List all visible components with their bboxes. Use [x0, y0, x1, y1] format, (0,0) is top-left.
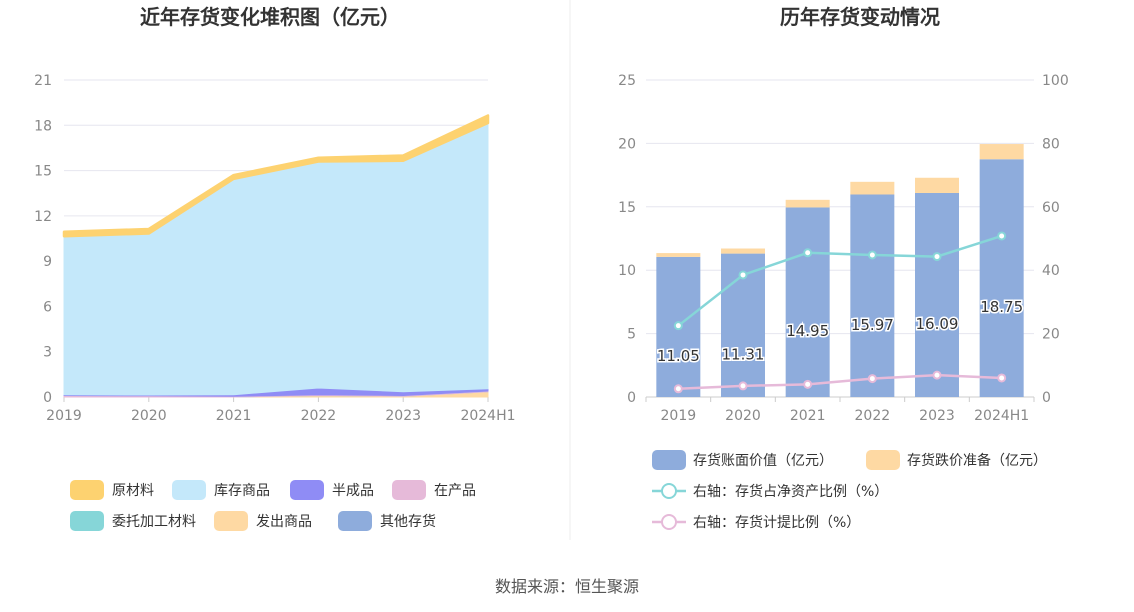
y-tick-label: 21 [34, 73, 52, 89]
legend-swatch [338, 511, 372, 531]
legend-marker [661, 483, 677, 499]
y-tick-label: 0 [627, 390, 636, 406]
line-point [673, 384, 683, 394]
bar-impairment [915, 177, 959, 193]
legend-swatch [392, 480, 426, 500]
stacked-area-chart: 0 3 6 9 12 15 18 21 2019 2020 2021 2022 2023 2024H1 [34, 73, 515, 424]
bar-value-label: 15.97 [851, 316, 894, 334]
line-point [932, 370, 942, 380]
bar-book-value [785, 207, 830, 397]
bar-impairment [979, 144, 1024, 160]
x-tick-label: 2020 [131, 408, 167, 424]
legend-label: 发出商品 [256, 514, 312, 530]
x-tick-label: 2021 [790, 408, 826, 424]
y-tick-label: 5 [627, 327, 636, 343]
legend-label: 委托加工材料 [112, 514, 196, 530]
data-source: 数据来源：恒生聚源 [495, 577, 639, 596]
line-point [997, 373, 1007, 383]
bar-value-label: 11.05 [657, 347, 700, 365]
bar-impairment [656, 253, 701, 257]
bar-value-label: 18.75 [980, 298, 1023, 316]
legend-swatch [652, 450, 686, 470]
legend-swatch [70, 480, 104, 500]
bar-value-label: 16.09 [916, 315, 959, 333]
x-tick-label: 2023 [919, 408, 955, 424]
legend-label: 在产品 [434, 483, 476, 499]
y-tick-label: 25 [618, 73, 636, 89]
bar-book-value [979, 159, 1024, 397]
legend-label: 右轴：存货占净资产比例（%） [693, 483, 888, 500]
area-series [62, 114, 490, 238]
bar-impairment [785, 199, 830, 208]
y-tick-label: 12 [34, 209, 52, 225]
legend-swatch [214, 511, 248, 531]
line-point [997, 231, 1007, 241]
legend-label: 库存商品 [214, 483, 270, 499]
x-tick-label: 2024H1 [974, 408, 1029, 424]
right-legend: 存货账面价值（亿元） 存货跌价准备（亿元） 右轴：存货占净资产比例（%） 右轴：存货计… [652, 450, 1047, 531]
legend-swatch [866, 450, 900, 470]
y-tick-label: 0 [43, 390, 52, 406]
line-series [677, 234, 1003, 327]
left-chart-title: 近年存货变化堆积图（亿元） [140, 5, 400, 29]
area-series [63, 122, 489, 396]
y-tick-label: 6 [43, 299, 52, 315]
y2-tick-label: 60 [1042, 200, 1060, 216]
y-tick-label: 20 [618, 136, 636, 152]
bar-value-label: 11.31 [722, 345, 765, 363]
legend-marker [661, 514, 677, 530]
y2-tick-label: 40 [1042, 263, 1060, 279]
y-tick-label: 10 [618, 263, 636, 279]
bar-book-value [915, 192, 959, 397]
line-point [867, 374, 877, 384]
bar-value-label: 14.95 [786, 322, 829, 340]
legend-swatch [290, 480, 324, 500]
x-tick-label: 2023 [385, 408, 421, 424]
y-tick-label: 18 [34, 118, 52, 134]
legend-swatch [172, 480, 206, 500]
line-point [932, 252, 942, 262]
legend-label: 存货账面价值（亿元） [693, 452, 833, 469]
legend-label: 右轴：存货计提比例（%） [693, 514, 860, 531]
line-point [673, 321, 683, 331]
line-point [867, 250, 877, 260]
bar-impairment [721, 248, 765, 254]
x-tick-label: 2022 [855, 408, 891, 424]
line-point [803, 379, 813, 389]
x-tick-label: 2021 [216, 408, 252, 424]
combo-bar-line-chart: 0 5 10 15 20 25 0 20 40 60 80 100 2019 2020 2021 2022 20… [618, 73, 1069, 424]
line-point [803, 248, 813, 258]
line-point [738, 381, 748, 391]
x-tick-label: 2024H1 [460, 408, 515, 424]
legend-label: 半成品 [332, 483, 374, 499]
line-point [738, 270, 748, 280]
x-tick-label: 2020 [725, 408, 761, 424]
bar-book-value [850, 194, 895, 397]
y2-tick-label: 80 [1042, 136, 1060, 152]
x-tick-label: 2019 [661, 408, 697, 424]
legend-label: 其他存货 [380, 513, 436, 530]
y-tick-label: 9 [43, 254, 52, 270]
line-series [678, 373, 1002, 391]
bar-impairment [850, 181, 895, 195]
legend-swatch [70, 511, 104, 531]
x-tick-label: 2019 [46, 408, 82, 424]
y2-tick-label: 0 [1042, 390, 1051, 406]
x-tick-label: 2022 [301, 408, 337, 424]
y2-tick-label: 100 [1042, 73, 1069, 89]
right-chart-title: 历年存货变动情况 [780, 5, 940, 29]
legend-label: 原材料 [112, 483, 154, 499]
y-tick-label: 15 [618, 200, 636, 216]
y-tick-label: 3 [43, 345, 52, 361]
y2-tick-label: 20 [1042, 327, 1060, 343]
y-tick-label: 15 [34, 164, 52, 180]
legend-label: 存货跌价准备（亿元） [907, 452, 1047, 469]
